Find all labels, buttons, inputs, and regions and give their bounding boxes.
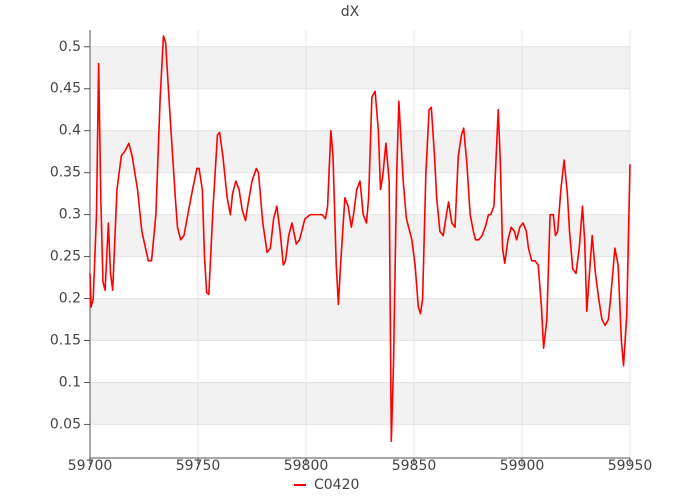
y-tick-label: 0.05: [50, 416, 81, 432]
legend-label: C0420: [314, 477, 359, 493]
data-line: [89, 35, 631, 443]
chart-title: dX: [341, 4, 360, 20]
y-tick-label: 0.35: [50, 165, 81, 181]
x-tick-label: 59900: [500, 458, 545, 474]
y-tick-label: 0.3: [59, 207, 81, 223]
y-tick-label: 0.5: [59, 39, 81, 55]
x-tick-label: 59700: [68, 458, 113, 474]
y-tick-label: 0.15: [50, 333, 81, 349]
x-tick-label: 59750: [176, 458, 221, 474]
grid-band: [90, 298, 630, 341]
y-tick-label: 0.2: [59, 291, 81, 307]
grid-band: [90, 130, 630, 173]
x-tick-label: 59950: [608, 458, 653, 474]
y-tick-label: 0.1: [59, 374, 81, 390]
y-tick-label: 0.45: [50, 81, 81, 97]
y-tick-label: 0.4: [59, 123, 81, 139]
grid-band: [90, 46, 630, 89]
x-tick-label: 59850: [392, 458, 437, 474]
grid-band: [90, 382, 630, 425]
y-tick-label: 0.25: [50, 249, 81, 265]
x-tick-label: 59800: [284, 458, 329, 474]
